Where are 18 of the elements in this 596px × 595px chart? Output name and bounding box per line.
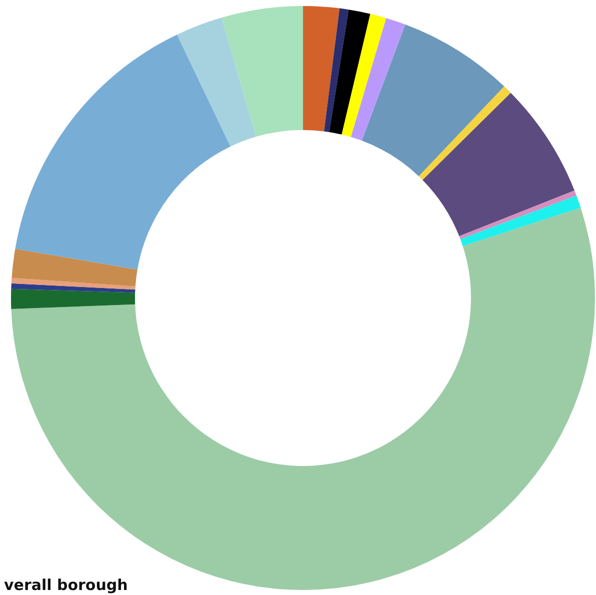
donut-slice — [11, 278, 136, 290]
donut-slice — [222, 6, 303, 137]
donut-slice — [362, 24, 504, 176]
donut-slice — [422, 92, 574, 236]
donut-slice — [12, 248, 138, 286]
donut-slice — [329, 10, 370, 135]
text: verall borough — [4, 576, 128, 594]
donut-slice — [303, 6, 340, 132]
donut-slice — [342, 14, 386, 137]
donut-slice — [324, 8, 349, 132]
donut-slice — [460, 196, 581, 246]
donut-slice — [350, 18, 406, 141]
donut-slice — [11, 283, 136, 293]
donut-slice — [177, 18, 256, 146]
donut-slice — [459, 190, 576, 240]
donut-slice — [15, 34, 231, 270]
donut-slice — [11, 288, 136, 310]
donut-slice — [418, 86, 511, 180]
